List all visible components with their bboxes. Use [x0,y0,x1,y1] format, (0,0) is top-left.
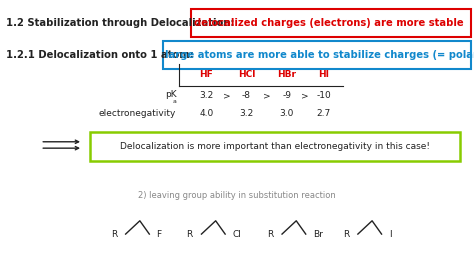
Text: >: > [222,91,230,100]
Text: R: R [186,230,193,239]
Text: Cl: Cl [232,230,241,239]
Text: a: a [173,99,176,103]
Text: Delocalization is more important than electronegativity in this case!: Delocalization is more important than el… [120,142,430,151]
Text: 3.0: 3.0 [280,109,294,118]
Text: R: R [110,230,117,239]
Text: HCl: HCl [238,70,255,79]
Text: HBr: HBr [277,70,296,79]
Text: -8: -8 [242,91,251,100]
Text: 2) leaving group ability in substitution reaction: 2) leaving group ability in substitution… [138,191,336,200]
Text: >: > [263,91,271,100]
Text: R: R [267,230,273,239]
Text: electronegativity: electronegativity [99,109,176,118]
Text: 2.7: 2.7 [317,109,331,118]
Text: 4.0: 4.0 [199,109,213,118]
Text: HF: HF [199,70,213,79]
Text: delocalized charges (electrons) are more stable: delocalized charges (electrons) are more… [194,18,464,28]
Text: 3.2: 3.2 [199,91,213,100]
Text: pK: pK [164,90,176,99]
Text: 1.2 Stabilization through Delocalization:: 1.2 Stabilization through Delocalization… [6,18,235,28]
Text: Br: Br [313,230,323,239]
Text: -9: -9 [283,91,291,100]
Text: 3.2: 3.2 [239,109,254,118]
Text: I: I [389,230,392,239]
Text: HI: HI [318,70,329,79]
Text: 1.2.1 Delocalization onto 1 atom:: 1.2.1 Delocalization onto 1 atom: [6,49,194,60]
Text: -10: -10 [316,91,331,100]
Text: large atoms are more able to stabilize charges (= polarizable): large atoms are more able to stabilize c… [165,49,474,60]
Text: >: > [301,91,309,100]
Text: F: F [156,230,162,239]
Text: R: R [343,230,349,239]
